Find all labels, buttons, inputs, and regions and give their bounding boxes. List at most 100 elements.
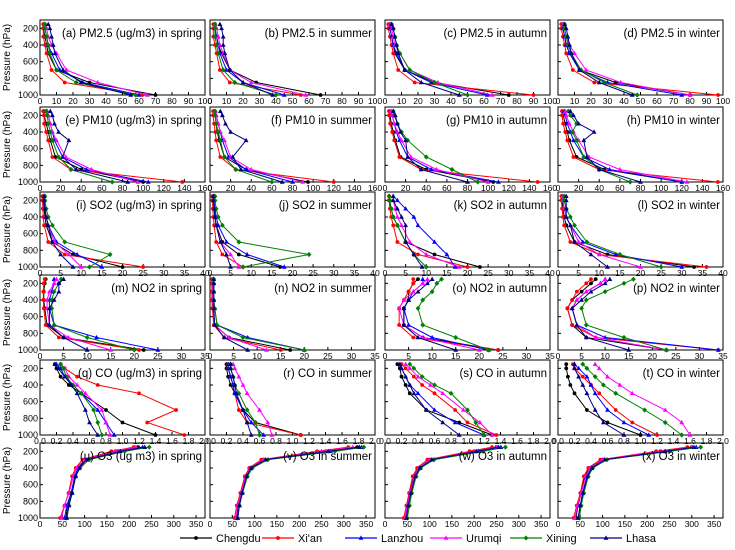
x-tick-label: 60 [652, 96, 662, 106]
y-tick-label: 400 [23, 40, 38, 50]
legend-label: Lanzhou [381, 533, 423, 545]
data-point [627, 179, 633, 185]
data-point [212, 112, 218, 118]
x-tick-label: 0.6 [254, 436, 266, 446]
data-point [489, 92, 495, 97]
data-point [212, 21, 218, 27]
data-point [43, 43, 47, 47]
y-tick-label: 800 [23, 413, 38, 423]
data-point [605, 264, 610, 269]
data-point [613, 408, 618, 412]
data-point [596, 365, 602, 371]
data-point [211, 206, 217, 211]
data-point [214, 240, 219, 244]
data-point [226, 334, 232, 340]
legend-item: Xi'an [262, 533, 322, 545]
data-point [49, 112, 55, 118]
data-point [232, 79, 238, 86]
x-tick-label: 5 [61, 351, 66, 361]
data-point [423, 407, 429, 412]
panel-title: (k) SO2 in autumn [454, 200, 547, 212]
legend-marker [603, 535, 609, 540]
data-point [300, 179, 306, 184]
data-point [563, 197, 569, 203]
data-point [95, 79, 101, 85]
data-point [131, 347, 137, 353]
x-tick-label: 0 [556, 183, 561, 193]
data-point [82, 390, 88, 396]
x-tick-label: 10 [422, 268, 432, 278]
series-line-lhasa [405, 446, 499, 519]
x-tick-label: 10 [397, 96, 407, 106]
data-point [477, 265, 482, 269]
y-tick-label: 600 [23, 229, 38, 239]
x-tick-label: 1.8 [528, 436, 540, 446]
y-tick-label: 800 [23, 496, 38, 506]
data-point [407, 365, 413, 371]
data-point [486, 347, 492, 353]
data-point [602, 457, 608, 462]
series-line-xian [211, 196, 244, 268]
x-tick-label: 25 [138, 268, 148, 278]
series-line-lhasa [565, 196, 608, 268]
x-tick-label: 20 [401, 183, 411, 193]
data-point [453, 334, 459, 341]
data-point [68, 382, 74, 387]
x-tick-label: 90 [354, 96, 364, 106]
data-point [589, 277, 593, 282]
panel-title: (o) NO2 in autumn [452, 283, 547, 295]
data-point [630, 420, 635, 425]
data-point [394, 206, 400, 211]
x-tick-label: 30 [347, 351, 357, 361]
data-point [576, 121, 582, 126]
data-point [137, 391, 141, 396]
data-point [42, 206, 48, 211]
x-tick-label: 0.8 [445, 436, 457, 446]
y-tick-label: 1000 [18, 262, 38, 272]
data-point [401, 305, 407, 311]
x-tick-label: 0 [556, 96, 561, 106]
x-tick-label: 5 [228, 268, 233, 278]
data-point [418, 166, 424, 172]
data-point [403, 383, 408, 387]
data-point [562, 223, 567, 228]
data-point [597, 391, 602, 396]
x-tick-label: 10 [600, 351, 610, 361]
data-point [66, 502, 72, 508]
legend-item: Lanzhou [345, 533, 423, 545]
panel-title: (n) NO2 in summer [274, 283, 372, 295]
data-point [60, 365, 66, 371]
data-point [74, 251, 80, 257]
data-point [41, 34, 46, 39]
data-point [411, 281, 416, 286]
data-point [224, 239, 229, 244]
x-tick-label: 2.0 [199, 436, 211, 446]
panel-title: (r) CO in summer [283, 368, 372, 380]
data-point [403, 222, 409, 228]
data-point [415, 390, 421, 396]
data-point [391, 121, 397, 126]
data-point [572, 50, 577, 56]
data-point [60, 154, 66, 159]
plot-frame [384, 442, 551, 519]
data-point [605, 374, 610, 379]
x-tick-label: 10 [52, 96, 62, 106]
data-point [448, 390, 454, 396]
x-tick-label: 140 [695, 183, 709, 193]
data-point [601, 79, 607, 86]
data-point [429, 334, 435, 340]
data-point [234, 390, 239, 396]
data-point [596, 166, 602, 172]
data-point [602, 280, 608, 286]
data-point [420, 322, 426, 328]
x-tick-label: 160 [368, 183, 382, 193]
data-point [220, 34, 226, 39]
panel-f: 0 20 40 60 80 100 120 140 160 (f) PM10 in summer [208, 106, 382, 193]
data-point [591, 129, 597, 134]
data-point [236, 239, 242, 245]
data-point [227, 67, 233, 72]
data-point [566, 121, 572, 126]
data-point [257, 407, 262, 412]
data-point [563, 112, 569, 118]
x-tick-label: 80 [288, 183, 298, 193]
